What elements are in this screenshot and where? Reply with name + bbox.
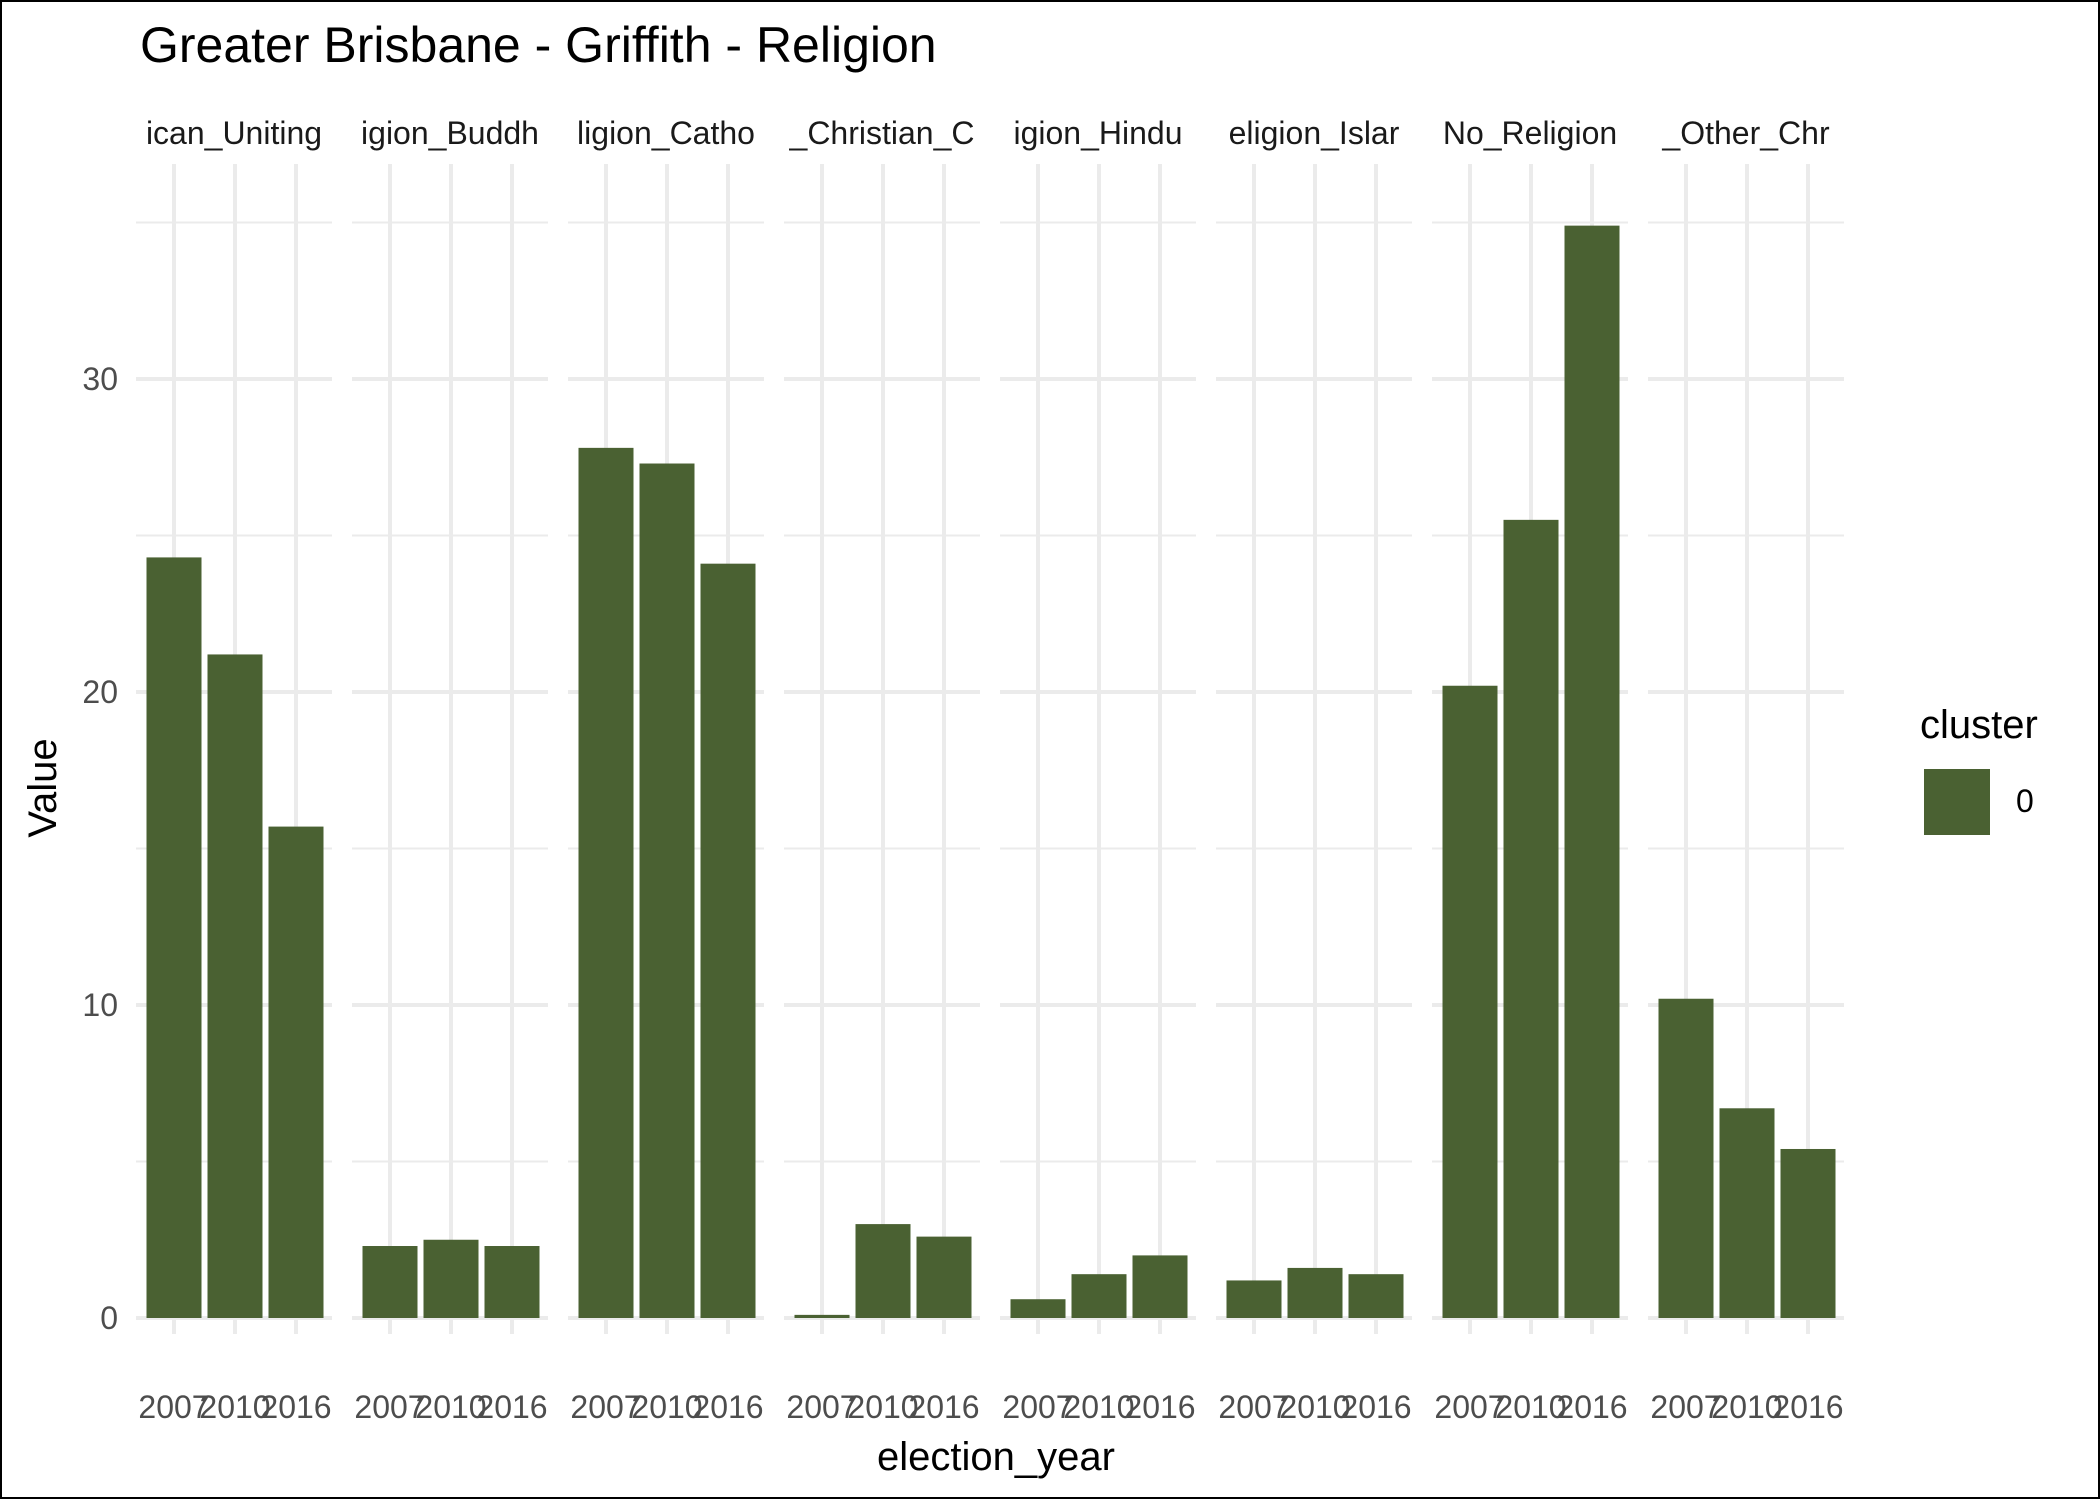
bar xyxy=(578,447,634,1318)
facet-strip-label: eligion_Islar xyxy=(1229,115,1400,151)
x-tick-label: 2007 xyxy=(1002,1389,1073,1425)
bar xyxy=(423,1239,479,1318)
x-tick-label: 2010 xyxy=(1711,1389,1782,1425)
x-tick-label: 2007 xyxy=(786,1389,857,1425)
x-axis-title: election_year xyxy=(877,1435,1115,1479)
bar xyxy=(1226,1280,1282,1318)
bar xyxy=(362,1246,418,1318)
bar xyxy=(1348,1274,1404,1318)
x-tick-label: 2010 xyxy=(1063,1389,1134,1425)
bar xyxy=(268,826,324,1318)
x-tick-label: 2016 xyxy=(476,1389,547,1425)
x-tick-label: 2010 xyxy=(1279,1389,1350,1425)
x-tick-label: 2016 xyxy=(692,1389,763,1425)
x-tick-label: 2016 xyxy=(1772,1389,1843,1425)
x-tick-label: 2007 xyxy=(1434,1389,1505,1425)
legend: cluster 0 xyxy=(1920,703,2038,835)
x-tick-label: 2010 xyxy=(631,1389,702,1425)
x-tick-label: 2007 xyxy=(138,1389,209,1425)
x-tick-label: 2016 xyxy=(1340,1389,1411,1425)
bar xyxy=(700,563,756,1318)
bar xyxy=(1780,1148,1836,1318)
bar xyxy=(855,1224,911,1318)
y-tick-label: 20 xyxy=(82,674,118,710)
bar xyxy=(146,557,202,1318)
facet-strip-label: _Christian_C xyxy=(789,115,975,151)
y-axis-title: Value xyxy=(21,738,65,837)
facet-strip-label: _Other_Chr xyxy=(1661,115,1830,151)
bar xyxy=(207,654,263,1318)
bar xyxy=(1071,1274,1127,1318)
x-tick-label: 2007 xyxy=(570,1389,641,1425)
legend-swatch xyxy=(1924,769,1990,835)
facet-strip-label: ican_Uniting xyxy=(146,115,322,151)
bar xyxy=(916,1236,972,1318)
x-tick-label: 2016 xyxy=(260,1389,331,1425)
x-tick-label: 2010 xyxy=(199,1389,270,1425)
x-tick-label: 2016 xyxy=(1124,1389,1195,1425)
facet-panels: ican_Uniting200720102016igion_Buddh20072… xyxy=(136,115,1844,1425)
facet-strip-label: igion_Hindu xyxy=(1013,115,1182,151)
bar xyxy=(1564,225,1620,1318)
bar xyxy=(1719,1108,1775,1318)
x-tick-label: 2016 xyxy=(908,1389,979,1425)
facet-strip-label: igion_Buddh xyxy=(361,115,539,151)
bar xyxy=(1442,685,1498,1318)
x-tick-label: 2010 xyxy=(415,1389,486,1425)
bar xyxy=(1287,1267,1343,1318)
bar xyxy=(794,1314,850,1318)
y-tick-label: 10 xyxy=(82,987,118,1023)
bar xyxy=(484,1246,540,1318)
facet-strip-label: No_Religion xyxy=(1443,115,1617,151)
bar xyxy=(1658,998,1714,1318)
y-axis: 0 10 20 30 xyxy=(82,361,118,1336)
x-tick-label: 2007 xyxy=(1650,1389,1721,1425)
x-tick-label: 2010 xyxy=(1495,1389,1566,1425)
legend-title: cluster xyxy=(1920,703,2038,747)
legend-label: 0 xyxy=(2016,783,2034,819)
x-tick-label: 2007 xyxy=(354,1389,425,1425)
y-tick-label: 0 xyxy=(100,1300,118,1336)
x-tick-label: 2016 xyxy=(1556,1389,1627,1425)
x-tick-label: 2007 xyxy=(1218,1389,1289,1425)
y-tick-label: 30 xyxy=(82,361,118,397)
x-tick-label: 2010 xyxy=(847,1389,918,1425)
bar xyxy=(1503,519,1559,1318)
chart-title: Greater Brisbane - Griffith - Religion xyxy=(140,17,937,73)
bar xyxy=(1010,1299,1066,1318)
bar xyxy=(1132,1255,1188,1318)
bar xyxy=(639,463,695,1318)
facet-strip-label: ligion_Catho xyxy=(577,115,755,151)
